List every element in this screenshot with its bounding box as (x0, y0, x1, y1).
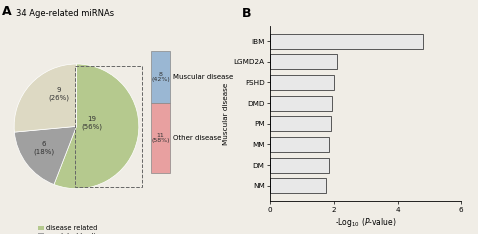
Bar (270, 75, 334, 90)
Wedge shape (14, 64, 76, 132)
Wedge shape (54, 64, 139, 189)
Bar (270, 96, 332, 111)
Text: 19
(56%): 19 (56%) (82, 117, 103, 130)
Bar (270, 178, 326, 193)
X-axis label: -Log$_{10}$ ($P$-value): -Log$_{10}$ ($P$-value) (335, 216, 396, 229)
Bar (270, 54, 337, 69)
Text: Muscular disease: Muscular disease (173, 74, 233, 80)
Bar (270, 137, 329, 152)
Text: B: B (241, 7, 251, 20)
Text: Other disease: Other disease (173, 135, 221, 141)
Text: 34 Age-related miRNAs: 34 Age-related miRNAs (16, 9, 114, 18)
Bar (270, 116, 331, 131)
Text: 11
(58%): 11 (58%) (152, 132, 170, 143)
Wedge shape (14, 126, 76, 184)
FancyBboxPatch shape (151, 51, 170, 103)
Legend: disease related, unrelated to disease, no human homolog: disease related, unrelated to disease, n… (35, 223, 118, 234)
Text: 8
(42%): 8 (42%) (151, 72, 170, 83)
Text: 6
(18%): 6 (18%) (33, 141, 54, 155)
Text: A: A (2, 5, 12, 18)
FancyBboxPatch shape (151, 103, 170, 173)
Text: 9
(26%): 9 (26%) (49, 87, 69, 101)
Bar (270, 34, 423, 49)
Bar (270, 158, 329, 173)
Y-axis label: Muscular disease: Muscular disease (223, 82, 229, 145)
